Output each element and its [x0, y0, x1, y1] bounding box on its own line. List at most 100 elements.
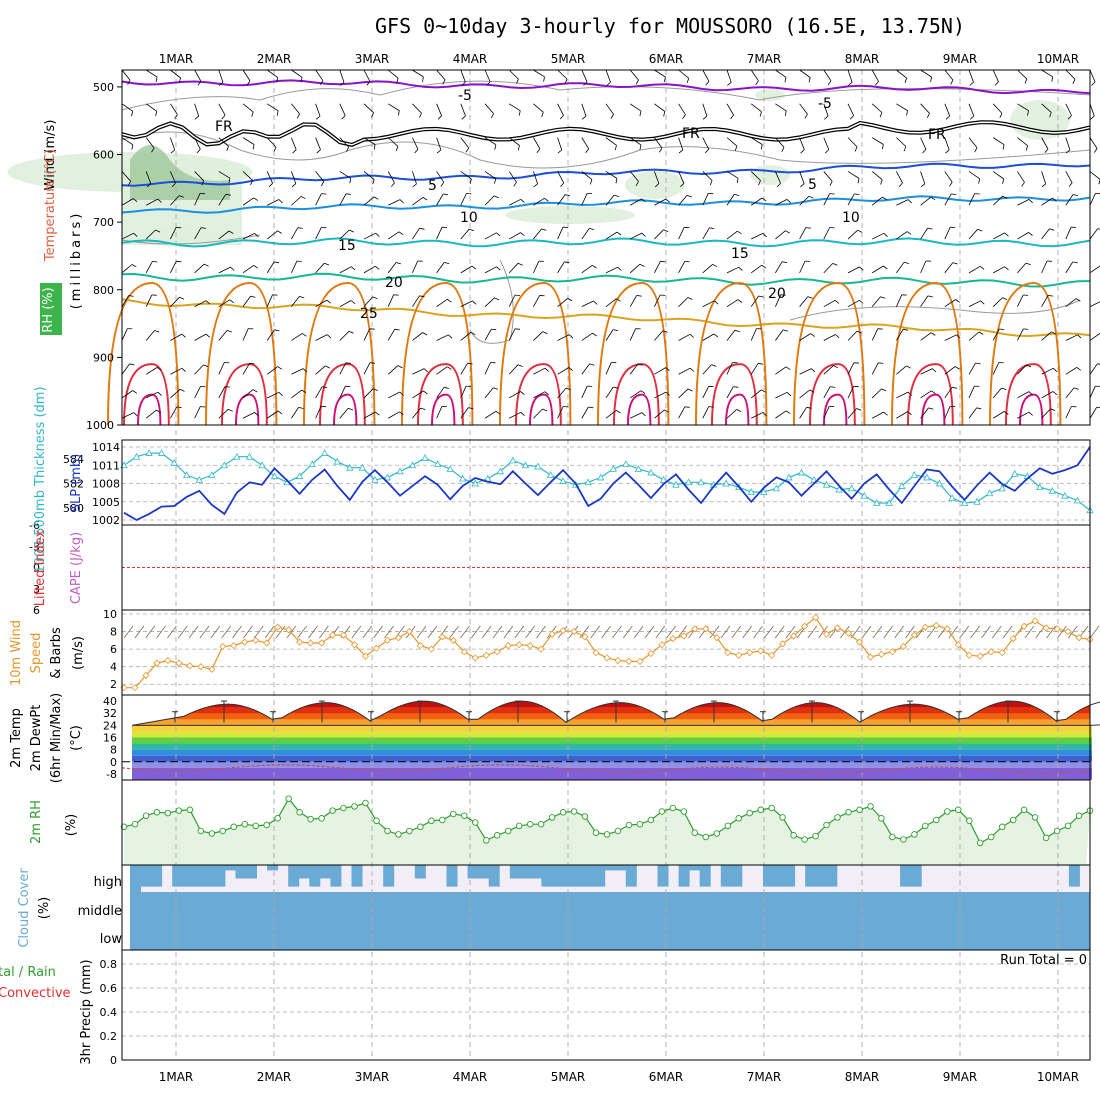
wind-barb — [218, 408, 229, 419]
wind10-point — [790, 632, 798, 640]
wind-barb-flag — [465, 147, 470, 153]
wind10-tick: 4 — [110, 661, 117, 674]
rh-contour — [789, 299, 1081, 321]
contour-label-25: 25 — [360, 306, 378, 322]
bl-contour — [303, 281, 376, 426]
bl-contour — [515, 363, 562, 426]
wind-barb — [194, 364, 204, 375]
wind-barb-flag — [588, 406, 594, 409]
wind-barb-flag — [252, 144, 255, 150]
wind-barb — [315, 334, 328, 341]
wind10-point — [361, 652, 370, 660]
wind-barb-flag — [541, 228, 547, 231]
wind-barb — [823, 299, 836, 308]
wind10-barb — [503, 625, 514, 639]
wind-barb — [218, 171, 231, 179]
wind-barb-flag — [495, 410, 501, 415]
cloud-high-bar — [488, 865, 500, 887]
thickness-point — [396, 467, 404, 475]
wind-barb-flag — [882, 196, 887, 200]
rh2m-point — [120, 823, 128, 831]
bl-contour — [921, 393, 946, 426]
wind-barb — [678, 137, 684, 151]
temp-band — [132, 719, 1090, 726]
wind-barb-flag — [857, 229, 863, 233]
cloud-high-bar — [130, 865, 141, 892]
precip-label-c: 3hr Precip (mm) — [79, 959, 94, 1064]
wind-barb — [533, 408, 543, 419]
wind10-point — [801, 622, 809, 630]
wind10-barb — [883, 625, 894, 639]
wind-barb-flag — [154, 330, 160, 333]
thickness-point — [885, 499, 893, 506]
wind10-tick: 8 — [110, 626, 117, 639]
wind-barb-flag — [517, 364, 523, 367]
rh-contour — [121, 80, 1091, 111]
thickness-point — [321, 449, 329, 456]
wind-barb — [339, 137, 349, 148]
panel-frame — [121, 439, 1091, 526]
wind-barb-flag — [736, 178, 739, 184]
contour-label-15-b: 15 — [731, 246, 749, 262]
wind-barb — [750, 363, 759, 375]
pressure-tick: 1000 — [86, 419, 114, 432]
wind-barb — [194, 300, 207, 308]
wind-barb — [871, 69, 879, 82]
wind10-point — [230, 642, 238, 650]
wind10-point — [844, 629, 853, 637]
wind-barb-flag — [585, 148, 590, 153]
wind-barb — [266, 137, 277, 148]
wind-barb — [266, 69, 279, 78]
wind-barb — [944, 69, 954, 81]
wind-barb-flag — [541, 112, 544, 118]
wind-barb-flag — [883, 233, 888, 237]
thickness-point — [622, 460, 630, 467]
wind-barb — [750, 69, 759, 82]
wind-barb — [654, 409, 665, 419]
wind-barb-flag — [472, 300, 477, 305]
wind-barb-flag — [349, 229, 354, 233]
cloud-high-bar — [414, 865, 426, 879]
thickness-point — [258, 461, 266, 469]
wind-barb-flag — [927, 295, 933, 298]
wind-barb — [1017, 391, 1029, 399]
date-label-bottom: 6MAR — [649, 1070, 684, 1084]
wind10-point — [921, 623, 929, 631]
rh2m-point — [406, 827, 413, 835]
wind-barb — [920, 196, 932, 206]
wind-barb-flag — [639, 263, 645, 267]
wind-barb-flag — [848, 81, 853, 86]
wind-barb — [629, 363, 639, 375]
thickness-point — [371, 476, 379, 483]
wind-barb — [1065, 69, 1076, 80]
cloud-high-bar — [203, 865, 215, 887]
wind-barb-flag — [520, 391, 525, 395]
wind-barb — [218, 69, 224, 83]
wind-barb-flag — [296, 113, 300, 119]
wind-barb-flag — [156, 409, 161, 413]
wind-barb-flag — [849, 115, 854, 120]
wind-barb — [823, 227, 831, 240]
wind-barb — [847, 299, 860, 308]
wind10-point — [943, 625, 951, 633]
cloud-high-bar — [815, 865, 827, 887]
wind-barb-flag — [1002, 144, 1005, 150]
wind10-point — [471, 654, 479, 662]
bl-contour — [1005, 363, 1052, 426]
wind-barb-flag — [176, 406, 182, 408]
wind10-point — [998, 649, 1006, 657]
wind-barb — [920, 390, 932, 399]
cloud-level-low: low — [100, 932, 123, 947]
wind-barb — [775, 103, 787, 112]
wind-barb-flag — [1097, 228, 1100, 230]
wind10-point — [515, 641, 523, 649]
wind-barb — [170, 261, 177, 274]
wind-barb — [1017, 137, 1028, 147]
wind-barb-flag — [830, 386, 836, 388]
wind-barb-flag — [689, 333, 695, 338]
cloud-high-bar — [530, 865, 542, 879]
wind-barb-flag — [930, 76, 932, 82]
wind-barb — [629, 295, 638, 307]
wind-barb-flag — [874, 81, 879, 86]
wind-barb-flag — [492, 387, 499, 390]
